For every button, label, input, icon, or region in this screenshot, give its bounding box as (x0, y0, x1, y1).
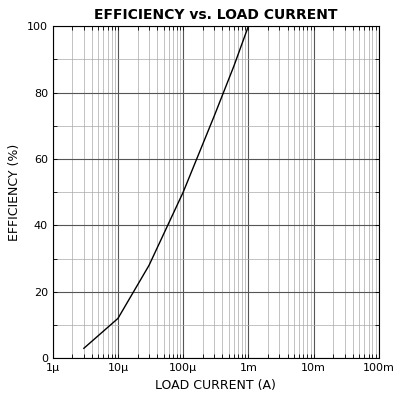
Title: EFFICIENCY vs. LOAD CURRENT: EFFICIENCY vs. LOAD CURRENT (94, 8, 337, 22)
Y-axis label: EFFICIENCY (%): EFFICIENCY (%) (8, 144, 21, 241)
X-axis label: LOAD CURRENT (A): LOAD CURRENT (A) (155, 379, 276, 392)
